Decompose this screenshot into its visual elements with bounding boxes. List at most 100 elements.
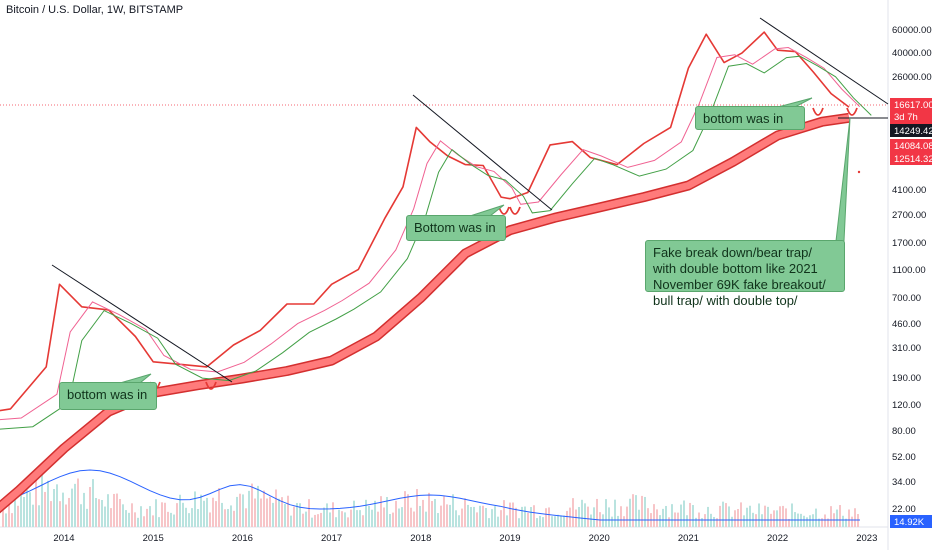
volume-bar [473, 506, 475, 527]
volume-bar [23, 496, 25, 527]
y-tick-label: 1700.00 [892, 238, 926, 249]
volume-bar [170, 512, 172, 527]
volume-bar [632, 494, 634, 527]
volume-bar [65, 504, 67, 527]
volume-bar [239, 493, 241, 527]
volume-bar [644, 496, 646, 527]
volume-bar [287, 495, 289, 527]
volume-bar [629, 498, 631, 527]
volume-bar [707, 506, 709, 527]
volume-bar [725, 503, 727, 527]
volume-bar [2, 505, 4, 527]
volume-bar [458, 515, 460, 527]
volume-bar [278, 498, 280, 527]
volume-bar [275, 489, 277, 527]
volume-bar [689, 502, 691, 527]
volume-bar [578, 506, 580, 527]
y-tick-label: 26000.00 [892, 72, 932, 83]
volume-bar [563, 515, 565, 527]
volume-bar [842, 515, 844, 527]
volume-bar [854, 508, 856, 527]
volume-bar [635, 495, 637, 527]
volume-bar [704, 514, 706, 527]
volume-bar [47, 480, 49, 527]
volume-bar [455, 510, 457, 527]
volume-bar [263, 490, 265, 527]
trendline[interactable] [51, 264, 233, 383]
volume-bar [491, 509, 493, 527]
volume-bar [401, 507, 403, 527]
volume-bar [176, 503, 178, 527]
volume-bar [149, 506, 151, 527]
volume-bar [347, 517, 349, 527]
volume-bar [206, 497, 208, 527]
volume-bar [440, 505, 442, 527]
volume-bar [659, 515, 661, 527]
y-tick-label: 1100.00 [892, 265, 926, 276]
volume-bar [812, 514, 814, 527]
volume-bar [308, 499, 310, 527]
volume-bar [857, 514, 859, 527]
volume-bar [641, 495, 643, 527]
volume-bar [509, 502, 511, 527]
volume-bar [656, 509, 658, 527]
bottom-marker [509, 206, 521, 215]
volume-bar [488, 518, 490, 527]
volume-bar [299, 503, 301, 527]
volume-bar [8, 504, 10, 527]
volume-bar [476, 512, 478, 527]
moving-average-line [0, 46, 861, 421]
bottom-marker [498, 206, 510, 215]
volume-bar [572, 498, 574, 527]
volume-bar [92, 479, 94, 527]
y-tick-label: 40000.00 [892, 48, 932, 59]
volume-bar [161, 502, 163, 527]
volume-bar [749, 505, 751, 527]
volume-bar [467, 504, 469, 527]
volume-bar [668, 517, 670, 527]
countdown-text: 3d 7h [894, 112, 918, 123]
volume-bar [245, 508, 247, 527]
price-line [0, 31, 850, 412]
volume-ma-line [0, 469, 860, 521]
volume-bar [686, 515, 688, 527]
volume-bar [734, 510, 736, 527]
volume-bar [809, 515, 811, 527]
volume-bar [218, 488, 220, 527]
volume-bar [719, 505, 721, 527]
volume-bar [383, 507, 385, 527]
volume-bar [110, 508, 112, 527]
annotation-bottom-2022[interactable]: bottom was in [695, 106, 805, 130]
volume-bar [506, 515, 508, 527]
volume-bar [137, 517, 139, 527]
volume-bar [737, 508, 739, 527]
volume-bar [848, 509, 850, 527]
trendline[interactable] [412, 94, 553, 211]
volume-bar [374, 500, 376, 527]
volume-bar [437, 513, 439, 527]
volume-bar [806, 517, 808, 527]
volume-bar [323, 507, 325, 527]
volume-bar [116, 493, 118, 527]
volume-bar [140, 506, 142, 527]
volume-bar [581, 499, 583, 527]
volume-bar [233, 510, 235, 527]
volume-bar [53, 489, 55, 527]
volume-tag-text: 14.92K [894, 517, 925, 528]
ma1-price-tag-text: 14084.08 [894, 141, 932, 152]
annotation-fake-breakdown[interactable]: Fake break down/bear trap/ with double b… [645, 240, 845, 308]
volume-bar [407, 494, 409, 527]
volume-bar [14, 498, 16, 527]
trendline[interactable] [759, 17, 889, 105]
volume-bar [80, 504, 82, 527]
annotation-bottom-2015[interactable]: bottom was in [59, 382, 157, 410]
volume-bar [344, 512, 346, 527]
volume-bar [101, 500, 103, 527]
annotation-bottom-2018[interactable]: Bottom was in [406, 215, 506, 241]
volume-bar [260, 498, 262, 527]
volume-bar [215, 501, 217, 527]
volume-bar [254, 498, 256, 527]
volume-bar [758, 503, 760, 527]
x-tick-label: 2016 [232, 533, 253, 544]
volume-bar [272, 502, 274, 527]
